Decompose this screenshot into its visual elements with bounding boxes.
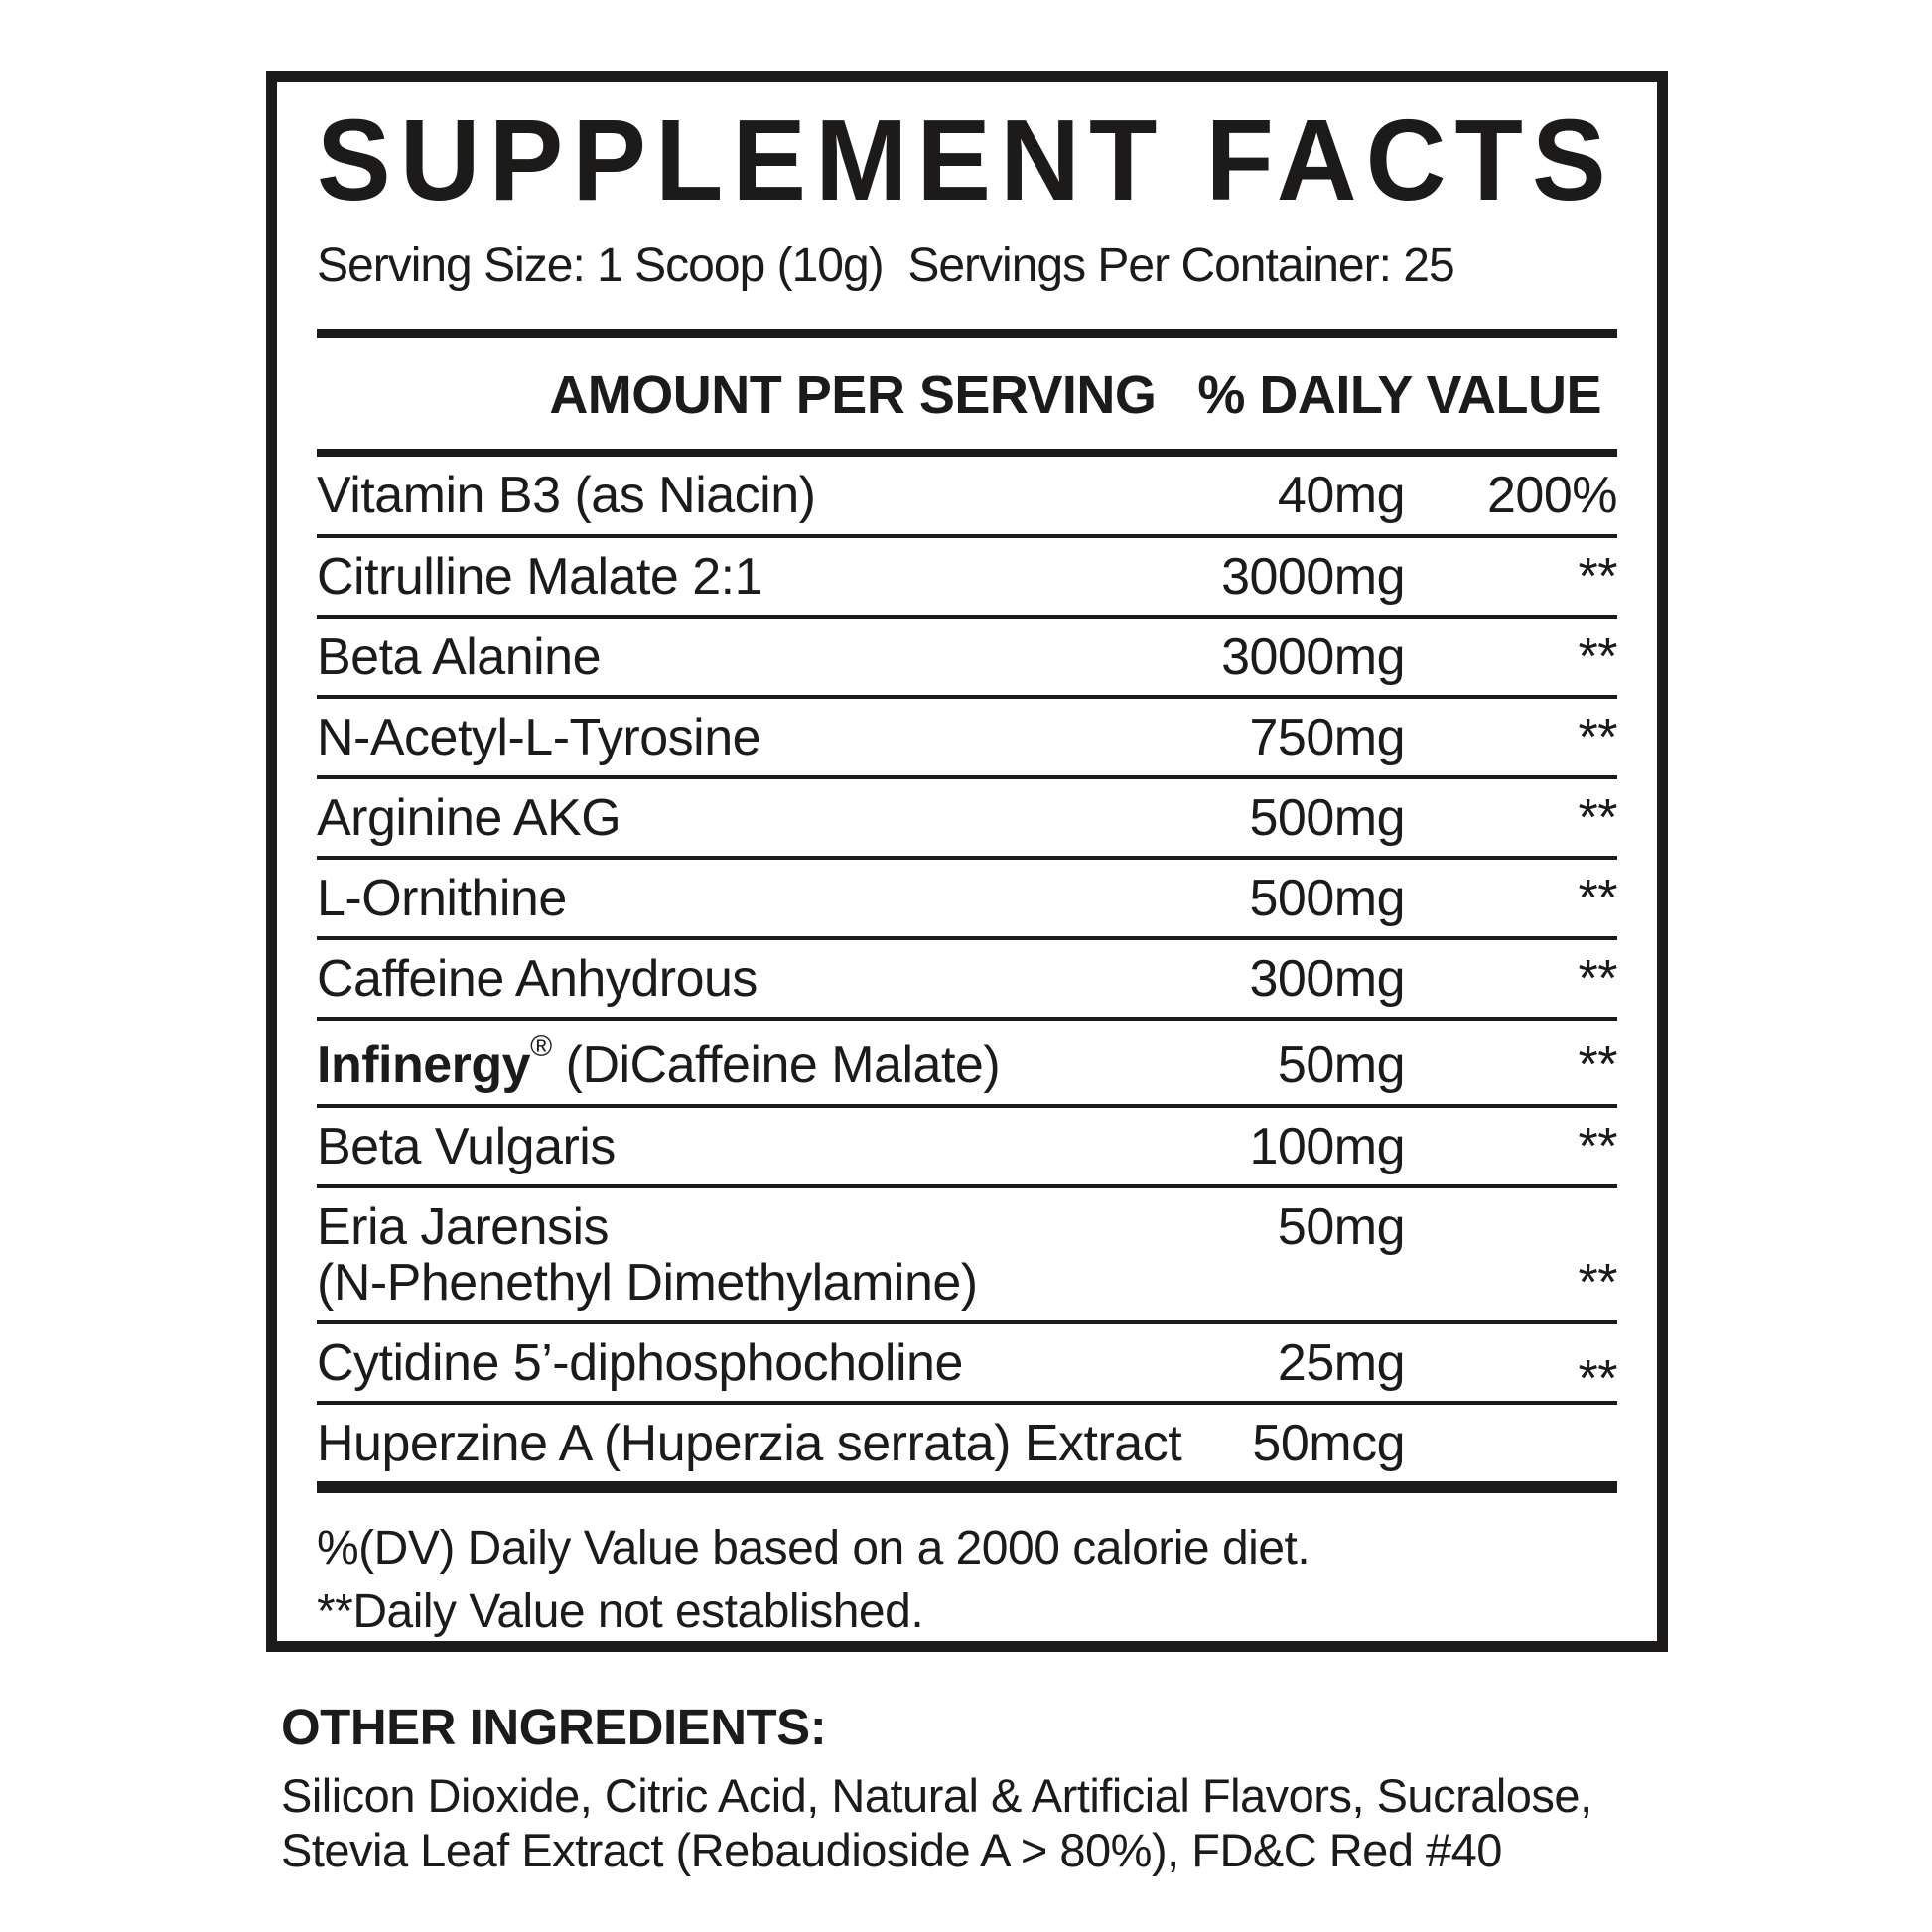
footnote-daily-value: %(DV) Daily Value based on a 2000 calori… bbox=[317, 1522, 1311, 1576]
ingredient-name: Vitamin B3 (as Niacin) bbox=[317, 467, 816, 525]
ingredient-daily-value: ** bbox=[1578, 789, 1618, 848]
facts-row: N-Acetyl-L-Tyrosine 750mg ** bbox=[317, 699, 1618, 780]
ingredient-name: Beta Alanine bbox=[317, 627, 602, 686]
ingredient-amount: 3000mg bbox=[1221, 547, 1405, 606]
divider-thick-header bbox=[317, 449, 1617, 458]
supplement-facts-box: SUPPLEMENT FACTS Serving Size: 1 Scoop (… bbox=[266, 71, 1668, 1652]
supplement-facts-inner: SUPPLEMENT FACTS Serving Size: 1 Scoop (… bbox=[277, 94, 1657, 1661]
ingredient-name: N-Acetyl-L-Tyrosine bbox=[317, 708, 761, 766]
ingredient-amount: 500mg bbox=[1249, 870, 1406, 928]
ingredient-daily-value: ** bbox=[1578, 547, 1618, 606]
other-ingredients-section: OTHER INGREDIENTS: Silicon Dioxide, Citr… bbox=[281, 1699, 1711, 1878]
ingredient-name: Infinergy® (DiCaffeine Malate) bbox=[317, 1031, 1001, 1095]
ingredient-amount: 500mg bbox=[1249, 789, 1406, 848]
ingredient-amount: 50mg bbox=[1277, 1197, 1406, 1256]
column-header-row: AMOUNT PER SERVING % DAILY VALUE bbox=[317, 363, 1617, 428]
ingredient-amount: 750mg bbox=[1249, 708, 1406, 766]
facts-row: L-Ornithine 500mg ** bbox=[317, 860, 1618, 941]
footnotes: %(DV) Daily Value based on a 2000 calori… bbox=[317, 1517, 1617, 1643]
ingredient-amount: 300mg bbox=[1249, 950, 1406, 1009]
ingredients-table: Vitamin B3 (as Niacin) 40mg 200% Citrulline… bbox=[317, 457, 1618, 1481]
other-ingredients-line: Silicon Dioxide, Citric Acid, Natural & … bbox=[281, 1769, 1592, 1823]
facts-row: Vitamin B3 (as Niacin) 40mg 200% bbox=[317, 457, 1618, 538]
other-ingredients-line: Stevia Leaf Extract (Rebaudioside A > 80… bbox=[281, 1824, 1502, 1877]
ingredient-daily-value: ** bbox=[1578, 950, 1618, 1009]
ingredient-name: L-Ornithine bbox=[317, 870, 567, 928]
ingredient-amount: 50mg bbox=[1277, 1036, 1406, 1095]
ingredient-amount: 50mcg bbox=[1252, 1415, 1405, 1473]
ingredient-name: Beta Vulgaris bbox=[317, 1117, 616, 1175]
other-ingredients-heading: OTHER INGREDIENTS: bbox=[281, 1699, 827, 1755]
ingredient-name: Caffeine Anhydrous bbox=[317, 950, 758, 1009]
ingredient-daily-value: ** bbox=[1578, 1117, 1618, 1175]
facts-row: Cytidine 5’-diphosphocholine 25mg ** bbox=[317, 1324, 1618, 1409]
ingredient-daily-value: ** bbox=[1578, 627, 1618, 686]
facts-row: Caffeine Anhydrous 300mg ** bbox=[317, 940, 1618, 1022]
column-header-amount: AMOUNT PER SERVING bbox=[549, 364, 1157, 425]
ingredient-name: Eria Jarensis (N-Phenethyl Dimethylamine) bbox=[317, 1199, 1191, 1311]
facts-row: Infinergy® (DiCaffeine Malate) 50mg ** bbox=[317, 1021, 1618, 1108]
ingredient-daily-value: ** bbox=[1578, 708, 1618, 766]
ingredient-daily-value: ** bbox=[1578, 1036, 1618, 1095]
ingredient-amount: 40mg bbox=[1277, 467, 1406, 525]
ingredient-daily-value: 200% bbox=[1487, 467, 1618, 525]
serving-size-line: Serving Size: 1 Scoop (10g) Servings Per… bbox=[317, 239, 1455, 292]
divider-thick-bottom bbox=[317, 1481, 1617, 1494]
facts-row: Arginine AKG 500mg ** bbox=[317, 779, 1618, 861]
column-header-daily-value: % DAILY VALUE bbox=[1197, 364, 1601, 425]
ingredient-name: Citrulline Malate 2:1 bbox=[317, 547, 763, 606]
ingredient-daily-value: ** bbox=[1578, 1253, 1618, 1311]
facts-row: Eria Jarensis (N-Phenethyl Dimethylamine)… bbox=[317, 1188, 1618, 1325]
facts-row: Beta Vulgaris 100mg ** bbox=[317, 1108, 1618, 1188]
facts-row: Huperzine A (Huperzia serrata) Extract 50… bbox=[317, 1405, 1617, 1481]
ingredient-name: Arginine AKG bbox=[317, 789, 621, 848]
divider-thick-top bbox=[317, 328, 1617, 338]
facts-row: Citrulline Malate 2:1 3000mg ** bbox=[317, 538, 1618, 619]
registered-trademark-symbol: ® bbox=[530, 1031, 552, 1064]
ingredient-name-line2: (N-Phenethyl Dimethylamine) bbox=[317, 1253, 978, 1311]
supplement-facts-title: SUPPLEMENT FACTS bbox=[317, 94, 1615, 224]
ingredient-amount: 100mg bbox=[1249, 1117, 1406, 1175]
ingredient-name: Huperzine A (Huperzia serrata) Extract bbox=[317, 1415, 1182, 1473]
ingredient-daily-value: ** bbox=[1578, 1350, 1618, 1409]
ingredient-amount: 3000mg bbox=[1221, 627, 1405, 686]
ingredient-amount: 25mg bbox=[1277, 1334, 1406, 1393]
other-ingredients-text: Silicon Dioxide, Citric Acid, Natural & … bbox=[281, 1769, 1711, 1878]
footnote-not-established: **Daily Value not established. bbox=[317, 1585, 924, 1638]
facts-row: Beta Alanine 3000mg ** bbox=[317, 619, 1618, 699]
ingredient-name: Cytidine 5’-diphosphocholine bbox=[317, 1334, 963, 1393]
ingredient-daily-value: ** bbox=[1578, 870, 1618, 928]
